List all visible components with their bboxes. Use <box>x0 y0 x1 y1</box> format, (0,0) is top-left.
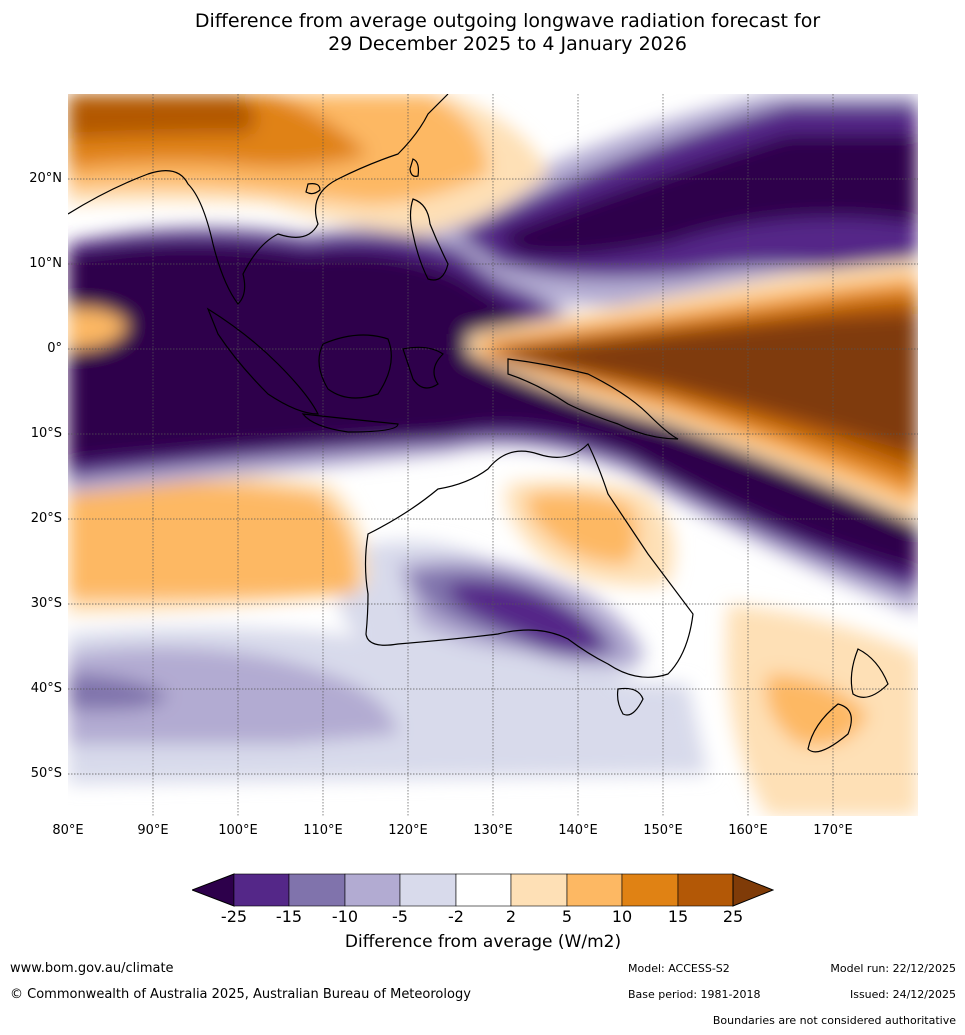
boundaries-disclaimer: Boundaries are not considered authoritat… <box>712 1014 956 1027</box>
colorbar-tick-label: 2 <box>505 907 517 926</box>
sulawesi-coastline <box>402 346 444 389</box>
coastlines <box>68 94 889 753</box>
lat-label: 50°S <box>30 766 62 781</box>
colorbar-tick-label: -15 <box>275 907 303 926</box>
philippines-coastline <box>409 198 449 281</box>
colorbar-tick-label: 10 <box>611 907 633 926</box>
colorbar-segment <box>510 873 568 907</box>
neg-anomaly-region <box>498 134 918 258</box>
lat-label: 10°N <box>29 256 62 271</box>
model-name: Model: ACCESS-S2 <box>628 962 730 975</box>
pos-anomaly-region <box>68 480 358 599</box>
lat-label: 0° <box>47 341 62 356</box>
colorbar-min-arrow <box>192 873 235 907</box>
lon-label: 80°E <box>52 823 84 838</box>
pos-anomaly-region <box>527 492 638 564</box>
colorbar-segment <box>288 873 346 907</box>
lat-label: 10°S <box>30 426 62 441</box>
colorbar-max-arrow <box>732 873 774 907</box>
lon-label: 170°E <box>813 823 853 838</box>
lon-label: 160°E <box>728 823 768 838</box>
colorbar-segment <box>399 873 457 907</box>
title-line-2: 29 December 2025 to 4 January 2026 <box>328 33 687 55</box>
lon-label: 120°E <box>388 823 428 838</box>
lat-label: 30°S <box>30 596 62 611</box>
australia-coastline <box>364 442 694 678</box>
hainan-coastline <box>305 183 321 195</box>
title-line-1: Difference from average outgoing longwav… <box>194 10 821 32</box>
new-zealand-coastline <box>807 648 889 753</box>
java-coastline <box>301 413 399 433</box>
colorbar <box>192 873 774 907</box>
pos-anomaly-region <box>68 308 128 349</box>
anomaly-field <box>68 94 918 816</box>
colorbar-tick-label: -5 <box>392 907 408 926</box>
graticule <box>68 94 918 816</box>
copyright-text: © Commonwealth of Australia 2025, Austra… <box>10 987 471 1002</box>
colorbar-segment <box>344 873 401 907</box>
neg-anomaly-region <box>68 647 398 744</box>
colorbar-segment <box>455 873 512 907</box>
lon-label: 90°E <box>137 823 169 838</box>
lon-label: 100°E <box>218 823 258 838</box>
colorbar-tick-label: -2 <box>448 907 464 926</box>
olr-anomaly-map <box>68 94 918 816</box>
lon-label: 140°E <box>558 823 598 838</box>
model-run-date: Model run: 22/12/2025 <box>830 962 956 975</box>
borneo-coastline <box>318 334 392 399</box>
sumatra-coastline <box>206 307 319 415</box>
issued-date: Issued: 24/12/2025 <box>849 988 956 1001</box>
lat-label: 20°S <box>30 511 62 526</box>
new-guinea-coastline <box>507 358 679 440</box>
colorbar-tick-label: 15 <box>667 907 689 926</box>
lon-label: 130°E <box>473 823 513 838</box>
taiwan-coastline <box>409 158 420 177</box>
pos-anomaly-region <box>68 94 256 139</box>
colorbar-tick-label: 5 <box>561 907 573 926</box>
pos-anomaly-region <box>766 674 868 746</box>
colorbar-segment <box>566 873 623 907</box>
lon-label: 150°E <box>643 823 683 838</box>
lat-label: 20°N <box>29 171 62 186</box>
asia-coastline <box>68 94 449 305</box>
lon-label: 110°E <box>303 823 343 838</box>
website-link[interactable]: www.bom.gov.au/climate <box>10 961 174 976</box>
colorbar-tick-label: -25 <box>220 907 248 926</box>
neg-anomaly-region <box>68 674 168 710</box>
lat-label: 40°S <box>30 681 62 696</box>
colorbar-segment <box>233 873 290 907</box>
colorbar-segment <box>621 873 679 907</box>
tasmania-coastline <box>616 687 644 716</box>
colorbar-tick-label: -10 <box>331 907 359 926</box>
base-period: Base period: 1981-2018 <box>628 988 761 1001</box>
colorbar-title: Difference from average (W/m2) <box>344 932 622 952</box>
colorbar-tick-label: 25 <box>722 907 744 926</box>
chart-title: Difference from average outgoing longwav… <box>0 10 965 56</box>
colorbar-segment <box>677 873 734 907</box>
